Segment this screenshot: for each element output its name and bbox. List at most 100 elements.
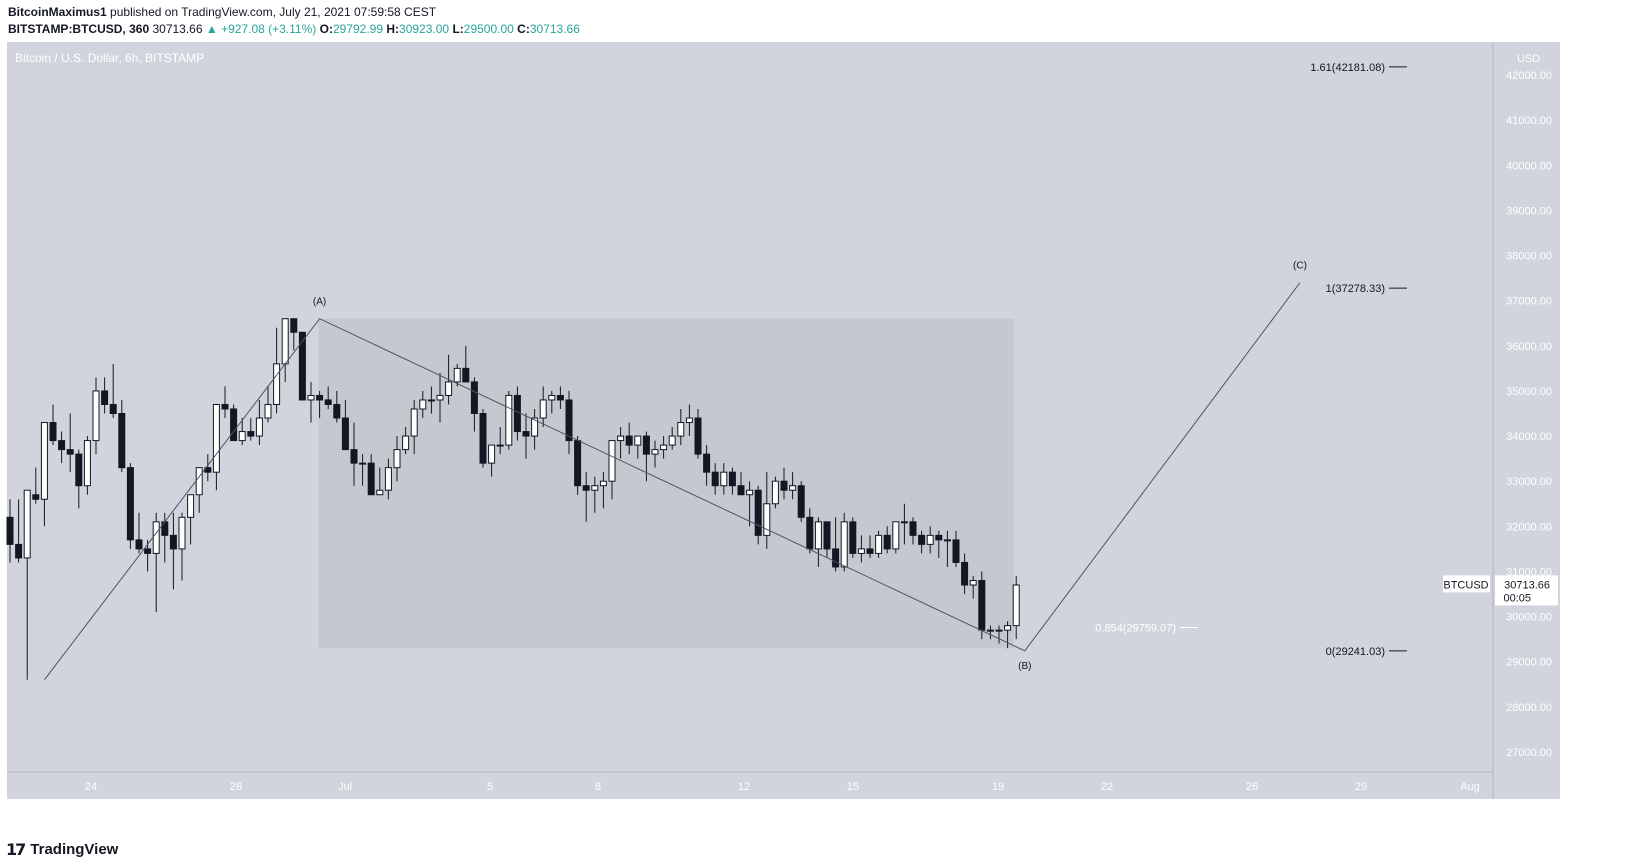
candle (978, 571, 986, 640)
candle (703, 445, 711, 486)
candle-body-up (436, 394, 444, 401)
candle (531, 408, 539, 450)
candle (316, 390, 324, 419)
candle-body-down (135, 539, 143, 550)
consolidation-box (318, 318, 1014, 649)
candle (823, 521, 831, 558)
candle-body-down (247, 431, 255, 437)
candle-body-up (83, 440, 91, 487)
tradingview-brand: TradingView (30, 841, 119, 858)
candle-body-down (866, 548, 874, 554)
author-name[interactable]: BitcoinMaximus1 (8, 5, 107, 19)
candle (849, 517, 857, 558)
close-label: C: (517, 22, 530, 36)
candle-body-up (900, 521, 908, 524)
candle-body-down (6, 516, 14, 545)
candle-body-down (333, 403, 341, 419)
candle-body-up (617, 435, 625, 442)
candle-body-up (875, 534, 883, 554)
tradingview-footer[interactable]: 17 TradingView (6, 840, 118, 859)
publish-info: published on TradingView.com, July 21, 2… (110, 5, 437, 19)
candle-body-down (797, 485, 805, 518)
candle-body-up (307, 394, 315, 401)
price-chart[interactable]: (A) (B) (C) 1.61(42181.08) 1(37278.33) 0.854(… (0, 0, 1627, 840)
candle (135, 512, 143, 554)
candle (797, 481, 805, 522)
fib-level-label: 0.854(29759.07) (1095, 622, 1176, 634)
low-label: L: (452, 22, 464, 36)
candle (814, 517, 822, 567)
candle (221, 386, 229, 419)
candle-body-up (212, 403, 220, 473)
time-axis[interactable] (7, 772, 1493, 799)
candle-body-up (264, 403, 272, 419)
candle (83, 436, 91, 495)
candle-body-up (393, 449, 401, 469)
candle (479, 408, 487, 468)
price-axis[interactable] (1493, 42, 1560, 799)
candle (66, 413, 74, 473)
candle-body-up (746, 489, 754, 496)
candle-body-up (384, 467, 392, 491)
candle-body-down (513, 394, 521, 433)
x-tick-label: Aug (1460, 781, 1480, 793)
candle-body-down (221, 403, 229, 410)
candle-body-down (316, 394, 324, 401)
high-value: 30923.00 (399, 22, 450, 36)
candle (384, 458, 392, 500)
y-tick-label: 35000.00 (1506, 386, 1552, 398)
candle-body-down (32, 494, 40, 500)
candle-body-down (350, 449, 358, 464)
x-tick-label: 26 (1246, 781, 1258, 793)
candle-body-down (703, 453, 711, 473)
candle (255, 399, 263, 446)
candle (169, 512, 177, 590)
candle-body-down (737, 485, 745, 496)
candle-body-up (651, 449, 659, 455)
candle (453, 363, 461, 387)
candle-body-down (728, 471, 736, 487)
candle-body-down (470, 381, 478, 415)
candle (840, 512, 848, 572)
candle (462, 345, 470, 383)
candle (857, 535, 865, 563)
candle-body-up (591, 485, 599, 491)
candle (118, 399, 126, 473)
candle-body-down (918, 534, 926, 545)
candle-body-down (15, 543, 23, 559)
bar-countdown: 00:05 (1503, 592, 1531, 604)
candle (926, 526, 934, 554)
candle-body-up (23, 489, 31, 559)
candle (763, 472, 771, 549)
tradingview-logo-icon: 17 (6, 840, 26, 859)
candle (49, 404, 57, 446)
candle (419, 390, 427, 419)
wave-label: (A) (313, 297, 326, 308)
candle-body-down (565, 399, 573, 442)
candle-body-up (840, 521, 848, 568)
candle (307, 381, 315, 423)
candle-body-up (187, 494, 195, 518)
candle-body-down (101, 390, 109, 405)
x-tick-label: 24 (85, 781, 97, 793)
currency-label: USD (1517, 53, 1540, 65)
candle-body-down (118, 413, 126, 469)
candle (728, 467, 736, 495)
candle-body-up (505, 394, 513, 446)
candle (333, 390, 341, 423)
candle-body-up (402, 435, 410, 451)
current-price-value: 30713.66 (1504, 579, 1550, 591)
candle-body-down (462, 367, 470, 383)
symbol-tag (1443, 575, 1490, 593)
x-tick-label: 28 (230, 781, 242, 793)
candle (247, 418, 255, 441)
candle-body-up (608, 440, 616, 482)
candle (92, 377, 100, 455)
candle-body-up (255, 417, 263, 437)
candle-body-up (273, 363, 281, 405)
candle-body-down (935, 534, 943, 541)
y-tick-label: 30000.00 (1506, 612, 1552, 624)
candle (548, 390, 556, 414)
candle-body-down (109, 403, 117, 415)
candle-body-down (711, 471, 719, 487)
